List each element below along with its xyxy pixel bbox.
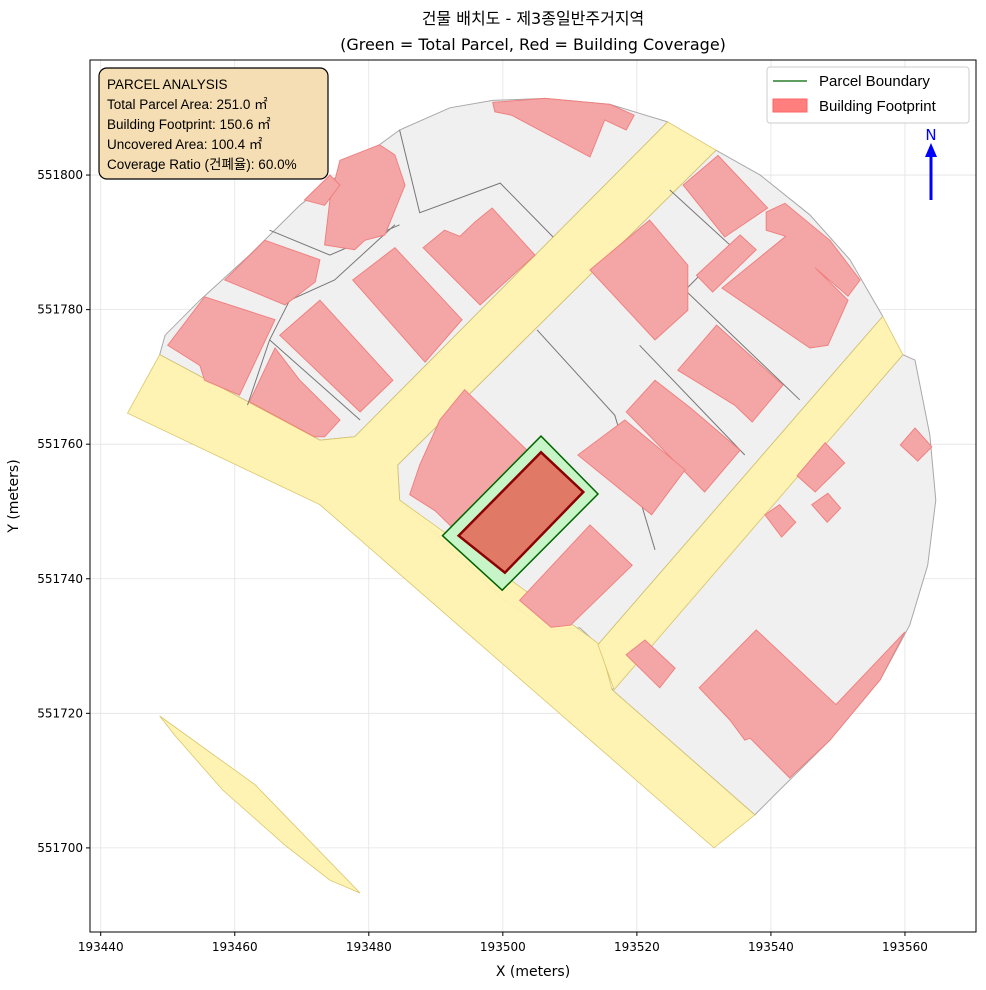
y-tick-label: 551720 [37,706,83,720]
building-polygon [695,234,757,293]
building-polygon [166,296,276,396]
parcel-line [639,344,746,456]
y-axis-label: Y (meters) [6,459,22,533]
parcel-line [399,129,554,238]
building-polygon [625,639,676,689]
y-tick-label: 551800 [37,168,83,182]
x-tick-label: 193540 [748,940,794,954]
info-line-footprint: Building Footprint: 150.6 ㎡ [107,117,271,132]
north-label: N [925,126,936,144]
north-arrow: N [925,126,937,200]
building-polygon [796,442,846,493]
legend-parcel-label: Parcel Boundary [819,73,930,90]
info-box: PARCEL ANALYSIS Total Parcel Area: 251.0… [98,67,329,180]
x-tick-label: 193460 [212,940,258,954]
road-polygon [597,315,904,691]
building-polygon [518,524,633,628]
legend-building-label: Building Footprint [819,98,937,115]
y-tick-label: 551740 [37,572,83,586]
building-polygon [764,504,797,538]
building-polygon [492,97,635,158]
road-polygon [126,121,756,849]
x-tick-label: 193520 [614,940,660,954]
building-polygon [682,154,769,238]
x-tick-label: 193440 [78,940,124,954]
building-polygon [721,202,861,349]
legend: Parcel Boundary Building Footprint [766,66,970,124]
building-polygon [303,174,341,206]
building-polygon [324,144,406,251]
road-polygon [159,715,361,894]
info-line-coverage: Coverage Ratio (건폐율): 60.0% [107,157,297,172]
parcel-line [269,339,361,421]
building-polygon [625,379,741,493]
building-polygon [223,239,321,306]
building-polygon [677,324,784,423]
chart-subtitle: (Green = Total Parcel, Red = Building Co… [340,35,726,54]
x-tick-label: 193560 [882,940,928,954]
building-polygon [351,247,463,363]
x-tick-label: 193480 [346,940,392,954]
y-tick-label: 551700 [37,841,83,855]
building-polygon [577,419,686,516]
chart-title: 건물 배치도 - 제3종일반주거지역 [422,9,645,28]
info-line-total-area: Total Parcel Area: 251.0 ㎡ [107,97,268,112]
plot-frame [89,59,977,933]
x-axis-label: X (meters) [496,964,570,980]
building-polygon [698,629,906,779]
x-tick-label: 193500 [480,940,526,954]
building-polygon [899,427,933,462]
building-polygon [409,388,528,536]
y-tick-label: 551760 [37,437,83,451]
target-building [456,450,586,575]
building-polygon [811,492,842,523]
info-line-uncovered: Uncovered Area: 100.4 ㎡ [107,137,263,152]
legend-building-swatch [772,98,808,113]
building-polygon [589,219,689,341]
building-polygon [248,347,341,438]
building-polygon [278,299,394,413]
y-tick-label: 551780 [37,303,83,317]
north-arrow-head [925,143,937,157]
info-line-title: PARCEL ANALYSIS [107,77,228,92]
building-polygon [422,207,536,306]
